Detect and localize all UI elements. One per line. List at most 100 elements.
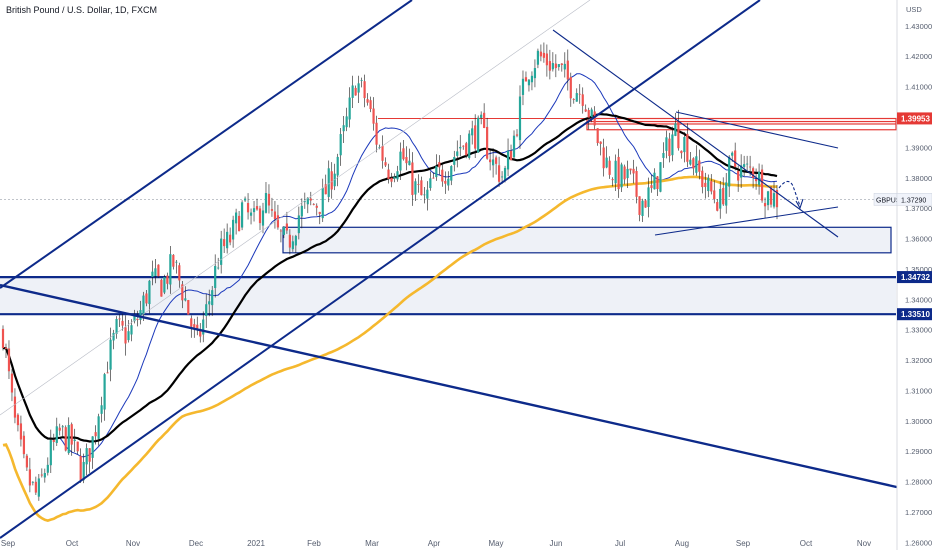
- candle-body: [408, 160, 411, 166]
- candle-body: [223, 239, 226, 247]
- candle-body: [763, 203, 767, 207]
- candle-body: [489, 159, 492, 163]
- candle-body: [536, 50, 540, 65]
- candle-body: [357, 83, 360, 93]
- candle-body: [695, 156, 698, 173]
- candle-body: [52, 439, 55, 442]
- x-tick-label: Nov: [857, 539, 871, 548]
- candle-body: [297, 215, 300, 234]
- ma-black: [2, 112, 778, 443]
- candle-body: [441, 169, 444, 182]
- candle-body: [279, 230, 283, 232]
- y-tick-label: 1.31000: [905, 386, 932, 395]
- candle-body: [689, 159, 692, 165]
- candle-body: [22, 435, 26, 455]
- candle-body: [757, 171, 761, 185]
- candle-body: [647, 187, 650, 207]
- candle-body: [740, 165, 743, 178]
- candle-body: [575, 93, 578, 102]
- candle-body: [566, 60, 569, 80]
- candle-body: [578, 93, 581, 95]
- candle-body: [333, 173, 336, 187]
- candle-body: [749, 166, 752, 168]
- candle-body: [94, 432, 97, 437]
- candle-body: [754, 179, 758, 182]
- candle-body: [348, 97, 351, 120]
- zone-rect-mid: [282, 226, 892, 254]
- candle-body: [303, 201, 306, 203]
- candle-body: [163, 277, 166, 293]
- candle-body: [405, 157, 408, 164]
- candle-body: [184, 298, 187, 301]
- candle-body: [103, 374, 106, 410]
- candle-body: [459, 146, 462, 149]
- candle-body: [130, 325, 133, 335]
- candle-body: [28, 469, 31, 486]
- candle-body: [25, 455, 29, 468]
- candle-body: [731, 152, 734, 156]
- x-tick-label: Oct: [66, 539, 79, 548]
- candle-body: [202, 319, 205, 335]
- candle-body: [417, 184, 420, 185]
- candle-body: [512, 135, 516, 158]
- candle-body: [704, 182, 707, 187]
- candle-body: [751, 168, 755, 178]
- candle-body: [515, 134, 519, 136]
- candle-body: [766, 191, 770, 206]
- candle-body: [133, 315, 136, 322]
- candle-body: [423, 194, 426, 196]
- ma-orange: [2, 175, 778, 522]
- candle-body: [471, 128, 474, 136]
- candle-body: [551, 63, 554, 70]
- candle-body: [261, 210, 265, 226]
- trend-drawings: [0, 0, 932, 539]
- ma-blue: [2, 73, 778, 458]
- candle-body: [273, 211, 277, 220]
- candle-body: [82, 461, 85, 481]
- candle-body: [396, 171, 399, 180]
- candle-body: [381, 145, 384, 161]
- candle-body: [545, 53, 548, 66]
- candle-body: [602, 147, 605, 169]
- candle-body: [468, 133, 471, 158]
- candle-body: [671, 134, 674, 156]
- candle-body: [267, 193, 271, 206]
- y-tick-label: 1.35000: [905, 265, 932, 274]
- candle-body: [527, 79, 531, 86]
- candle-body: [384, 162, 387, 166]
- candle-body: [728, 156, 731, 187]
- candle-body: [264, 193, 268, 213]
- candle-body: [309, 198, 312, 201]
- y-tick-label: 1.36000: [905, 235, 932, 244]
- y-tick-label: 1.26000: [905, 538, 932, 547]
- candle-body: [650, 185, 653, 189]
- candle-body: [632, 168, 635, 174]
- candle-body: [315, 205, 318, 208]
- candle-body: [447, 178, 450, 186]
- candle-body: [366, 99, 369, 103]
- candle-body: [533, 68, 537, 79]
- candle-body: [584, 109, 587, 112]
- candle-body: [497, 165, 501, 182]
- candle-body: [605, 157, 608, 168]
- candle-body: [509, 150, 513, 161]
- price-tag-label: 1.33510: [901, 310, 930, 319]
- candle-body: [249, 212, 253, 216]
- candle-body: [596, 128, 599, 144]
- candle-body: [411, 162, 414, 195]
- candle-body: [345, 116, 348, 128]
- candle-body: [665, 137, 668, 151]
- candle-body: [4, 347, 8, 349]
- candle-body: [217, 267, 220, 269]
- candle-body: [160, 279, 163, 297]
- candle-body: [214, 265, 217, 288]
- candle-body: [638, 196, 641, 215]
- candle-body: [220, 238, 223, 265]
- candle-body: [13, 396, 17, 418]
- price-tag-box: [897, 112, 932, 125]
- candle-body: [743, 164, 746, 167]
- candle-body: [199, 329, 202, 337]
- candle-body: [590, 109, 593, 118]
